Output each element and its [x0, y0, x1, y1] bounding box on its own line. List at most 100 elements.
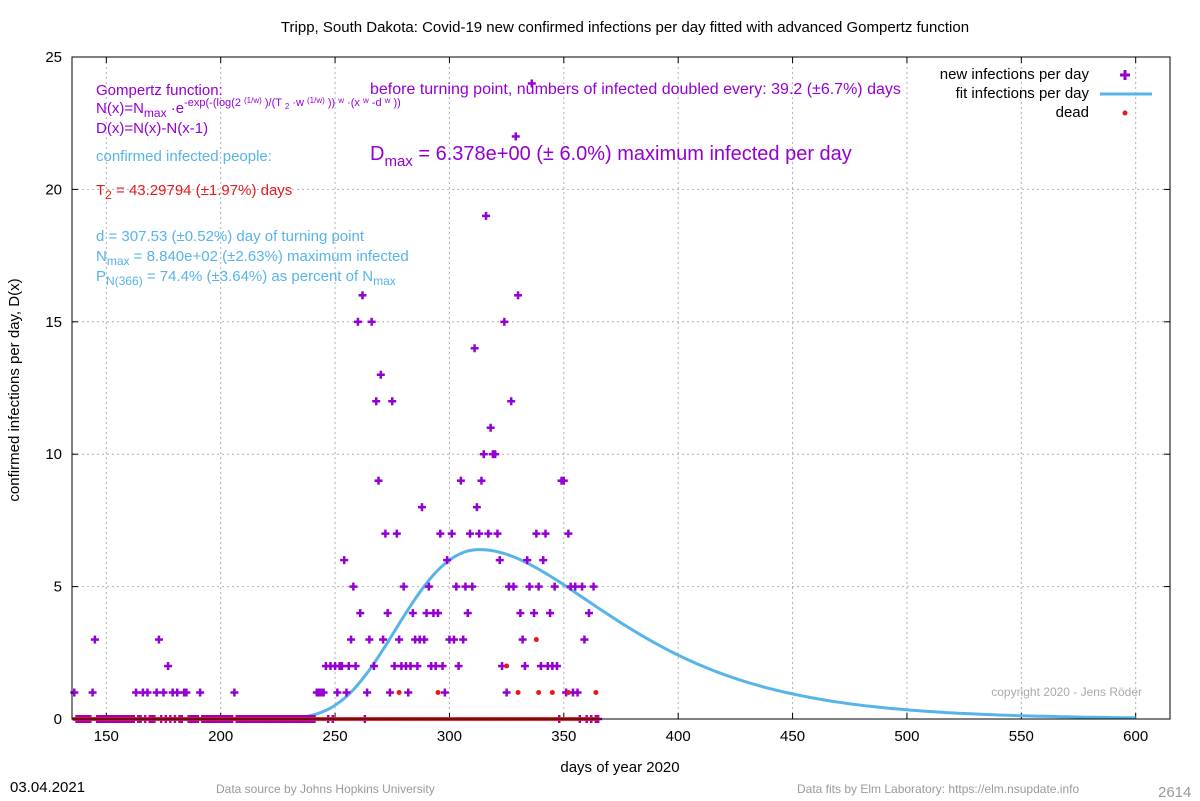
infection-point — [461, 582, 470, 591]
infection-point — [376, 370, 385, 379]
infection-point — [372, 397, 381, 406]
infection-point — [450, 635, 459, 644]
x-tick-label: 200 — [208, 728, 233, 745]
annotation-nmax: Nmax = 8.840e+02 (±2.63%) maximum infect… — [96, 248, 409, 268]
infection-point — [564, 529, 573, 538]
infection-point — [388, 397, 397, 406]
infection-point — [367, 317, 376, 326]
infection-point — [422, 609, 431, 618]
infection-point — [514, 291, 523, 300]
infection-point — [516, 609, 525, 618]
x-tick-label: 250 — [323, 728, 348, 745]
infection-point — [342, 688, 351, 697]
y-axis-label: confirmed infections per day, D(x) — [6, 278, 23, 501]
infection-point — [527, 79, 536, 88]
infection-point — [230, 688, 239, 697]
y-tick-label: 25 — [45, 49, 62, 66]
annotation-nmax-symbol: N — [96, 248, 107, 265]
infection-point — [408, 609, 417, 618]
infection-point — [173, 688, 182, 697]
annotation-t2-symbol: T — [96, 182, 105, 199]
infection-point — [353, 317, 362, 326]
annotation-nmax-sub: max — [107, 254, 130, 268]
infection-point — [500, 317, 509, 326]
infection-point — [436, 529, 445, 538]
infection-point — [369, 662, 378, 671]
annotation-doubling: before turning point, numbers of infecte… — [370, 81, 901, 98]
infection-point — [333, 688, 342, 697]
infection-point — [536, 662, 545, 671]
infection-point — [475, 529, 484, 538]
infection-point — [509, 582, 518, 591]
y-tick-label: 15 — [45, 314, 62, 331]
infection-point — [479, 450, 488, 459]
legend-label-fit: fit infections per day — [956, 85, 1090, 102]
infection-point — [573, 688, 582, 697]
infection-point — [90, 635, 99, 644]
infection-point — [456, 476, 465, 485]
plot-frame — [71, 56, 1171, 720]
infection-point — [525, 582, 534, 591]
infection-point — [495, 556, 504, 565]
y-tick-label: 0 — [54, 711, 62, 728]
annotation-percent-symbol: P — [96, 268, 106, 285]
infection-point — [406, 662, 415, 671]
x-tick-label: 350 — [551, 728, 576, 745]
infection-point — [164, 662, 173, 671]
infection-point — [390, 662, 399, 671]
dead-point — [533, 637, 539, 643]
y-tick-label: 20 — [45, 181, 62, 198]
infection-point — [379, 635, 388, 644]
infection-point — [532, 529, 541, 538]
y-tick-label: 10 — [45, 446, 62, 463]
dead-point — [536, 690, 542, 696]
annotation-gompertz-title: Gompertz function: — [96, 82, 223, 99]
grid-lines — [72, 57, 1170, 719]
x-tick-label: 400 — [666, 728, 691, 745]
infection-point — [452, 582, 461, 591]
legend: new infections per day fit infections pe… — [940, 66, 1152, 121]
infection-point — [159, 688, 168, 697]
legend-marker-plus — [1120, 70, 1130, 80]
infection-point — [493, 529, 502, 538]
infection-point — [518, 635, 527, 644]
infection-point — [477, 476, 486, 485]
dead-point — [549, 690, 555, 696]
annotation-nmax-value: = 8.840e+02 (±2.63%) maximum infected — [130, 248, 409, 265]
x-tick-label: 500 — [894, 728, 919, 745]
infection-point — [358, 291, 367, 300]
annotation-percent: PN(366) = 74.4% (±3.64%) as percent of N… — [96, 268, 396, 288]
legend-label-dead: dead — [1056, 104, 1089, 121]
infection-point — [443, 556, 452, 565]
infection-point — [552, 662, 561, 671]
annotation-turning: d = 307.53 (±0.52%) day of turning point — [96, 228, 365, 245]
infection-point — [152, 688, 161, 697]
infection-point — [447, 529, 456, 538]
infection-point — [541, 529, 550, 538]
annotation-formula-d: D(x)=N(x)-N(x-1) — [96, 120, 208, 137]
infection-point — [530, 609, 539, 618]
infection-point — [413, 662, 422, 671]
infection-point — [143, 688, 152, 697]
annotation-percent-sub2: max — [373, 274, 396, 288]
infection-point — [559, 476, 568, 485]
annotation-dmax-sub: max — [384, 153, 413, 170]
infection-point — [584, 609, 593, 618]
infection-point — [395, 635, 404, 644]
infection-points — [70, 79, 603, 723]
infection-point — [88, 688, 97, 697]
annotation-dmax: Dmax = 6.378e+00 (± 6.0%) maximum infect… — [370, 143, 852, 170]
x-axis-label: days of year 2020 — [560, 759, 679, 776]
infection-point — [546, 609, 555, 618]
infection-point — [470, 344, 479, 353]
annotation-t2: T2 = 43.29794 (±1.97%) days — [96, 182, 292, 202]
infection-point — [486, 423, 495, 432]
infection-point — [589, 582, 598, 591]
dead-points — [72, 637, 601, 721]
infection-point — [319, 688, 328, 697]
infection-point — [392, 529, 401, 538]
infection-point — [381, 529, 390, 538]
footer-source: Data source by Johns Hopkins University — [216, 782, 435, 796]
infection-point — [337, 662, 346, 671]
